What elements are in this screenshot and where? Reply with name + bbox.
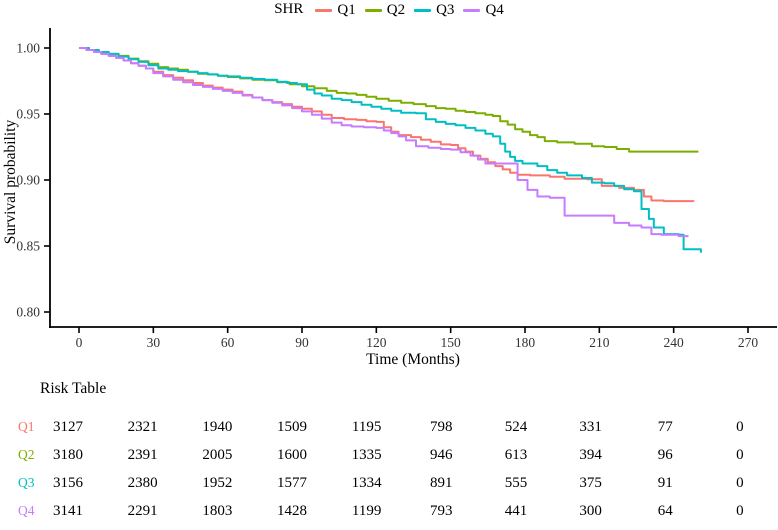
risk-count-cell: 1803 bbox=[202, 503, 233, 519]
risk-count-cell: 331 bbox=[579, 419, 602, 435]
risk-row-values: 3180 2391 2005 1600 1335 946 613 394 96 0 bbox=[40, 441, 768, 469]
chart-legend: SHR Q1 Q2 Q3 Q4 bbox=[0, 0, 778, 19]
axis-ticks: 1.00 0.95 0.90 0.85 0.80 0 30 60 90 120 150 180 210 2… bbox=[16, 41, 758, 351]
axes bbox=[49, 28, 777, 328]
legend-label: Q4 bbox=[485, 2, 504, 18]
legend-item-q3: Q3 bbox=[414, 2, 454, 19]
x-tick-label: 60 bbox=[221, 335, 235, 350]
risk-count-cell: 793 bbox=[430, 503, 453, 519]
legend-key-icon bbox=[315, 9, 333, 12]
risk-count-cell: 1335 bbox=[351, 447, 382, 463]
survival-curve-q1 bbox=[79, 47, 695, 203]
risk-count-cell: 2321 bbox=[127, 419, 158, 435]
y-tick-label: 1.00 bbox=[16, 41, 40, 56]
risk-count-cell: 64 bbox=[657, 503, 673, 519]
legend-label: Q1 bbox=[337, 2, 356, 18]
x-tick-label: 240 bbox=[664, 335, 685, 350]
risk-count-cell: 555 bbox=[504, 475, 528, 491]
risk-count-cell: 3156 bbox=[53, 475, 83, 491]
risk-count-cell: 0 bbox=[736, 447, 744, 463]
x-axis-title: Time (Months) bbox=[366, 351, 460, 368]
risk-count-cell: 3141 bbox=[53, 503, 83, 519]
risk-count-cell: 1428 bbox=[276, 503, 307, 519]
risk-count-cell: 0 bbox=[736, 475, 744, 491]
risk-count-cell: 1600 bbox=[276, 447, 307, 463]
risk-table-row-q3: Q3 3156 2380 1952 1577 1334 891 555 375 91 0 bbox=[0, 469, 778, 497]
risk-count-cell: 613 bbox=[504, 447, 528, 463]
survival-chart: 1.00 0.95 0.90 0.85 0.80 0 30 60 90 120 150 180 210 2… bbox=[2, 28, 777, 368]
risk-count-cell: 798 bbox=[430, 419, 453, 435]
risk-count-cell: 1952 bbox=[202, 475, 233, 491]
risk-count-cell: 394 bbox=[579, 447, 602, 463]
legend-key-icon bbox=[463, 9, 481, 12]
y-tick-label: 0.80 bbox=[16, 305, 40, 320]
risk-row-values: 3141 2291 1803 1428 1199 793 441 300 64 0 bbox=[40, 497, 768, 525]
risk-count-cell: 3127 bbox=[53, 419, 83, 435]
y-tick-label: 0.95 bbox=[16, 107, 40, 122]
risk-count-cell: 946 bbox=[430, 447, 453, 463]
risk-row-values: 3127 2321 1940 1509 1195 798 524 331 77 0 bbox=[40, 413, 768, 441]
risk-row-label: Q3 bbox=[18, 475, 35, 490]
y-tick-label: 0.85 bbox=[16, 239, 40, 254]
risk-table-row-q4: Q4 3141 2291 1803 1428 1199 793 441 300 64 0 bbox=[0, 497, 778, 525]
risk-table-title: Risk Table bbox=[40, 380, 107, 397]
survival-curve-q2 bbox=[79, 47, 699, 153]
risk-count-cell: 91 bbox=[657, 475, 673, 491]
risk-count-cell: 0 bbox=[736, 419, 744, 435]
y-axis-title: Survival probability bbox=[2, 120, 19, 245]
x-tick-label: 180 bbox=[515, 335, 536, 350]
risk-count-cell: 524 bbox=[504, 419, 528, 435]
risk-count-cell: 96 bbox=[657, 447, 673, 463]
risk-count-cell: 1509 bbox=[276, 419, 307, 435]
survival-curve-q3 bbox=[79, 47, 702, 253]
risk-row-label: Q1 bbox=[18, 419, 35, 434]
risk-table-row-q2: Q2 3180 2391 2005 1600 1335 946 613 394 96 0 bbox=[0, 441, 778, 469]
risk-count-cell: 441 bbox=[504, 503, 528, 519]
risk-count-cell: 1334 bbox=[351, 475, 382, 491]
legend-item-q1: Q1 bbox=[315, 2, 356, 19]
risk-count-cell: 1195 bbox=[351, 419, 382, 435]
legend-label: Q2 bbox=[386, 2, 406, 18]
x-tick-label: 30 bbox=[147, 335, 161, 350]
risk-row-values: 3156 2380 1952 1577 1334 891 555 375 91 0 bbox=[40, 469, 768, 497]
survival-curve-q4 bbox=[79, 47, 689, 238]
x-tick-label: 0 bbox=[76, 335, 83, 350]
risk-count-cell: 1940 bbox=[202, 419, 233, 435]
risk-count-cell: 300 bbox=[579, 503, 602, 519]
x-tick-label: 210 bbox=[589, 335, 610, 350]
legend-items: Q1 Q2 Q3 Q4 bbox=[306, 0, 504, 19]
risk-count-cell: 0 bbox=[736, 503, 744, 519]
legend-item-q2: Q2 bbox=[364, 2, 406, 19]
risk-count-cell: 1577 bbox=[276, 475, 307, 491]
x-tick-label: 150 bbox=[441, 335, 462, 350]
risk-count-cell: 891 bbox=[430, 475, 453, 491]
survival-curves bbox=[79, 47, 702, 253]
legend-key-icon bbox=[414, 9, 432, 12]
x-tick-label: 90 bbox=[295, 335, 309, 350]
risk-count-cell: 2380 bbox=[127, 475, 158, 491]
risk-count-cell: 375 bbox=[579, 475, 602, 491]
x-tick-label: 120 bbox=[366, 335, 387, 350]
risk-count-cell: 77 bbox=[657, 419, 673, 435]
risk-table: Q1 3127 2321 1940 1509 1195 798 524 331 77 0 Q2 3180… bbox=[0, 413, 778, 525]
x-tick-label: 270 bbox=[738, 335, 759, 350]
risk-count-cell: 2005 bbox=[202, 447, 233, 463]
risk-row-label: Q2 bbox=[18, 447, 35, 462]
legend-item-q4: Q4 bbox=[463, 2, 504, 19]
risk-count-cell: 3180 bbox=[53, 447, 83, 463]
legend-key-icon bbox=[364, 9, 382, 12]
risk-table-row-q1: Q1 3127 2321 1940 1509 1195 798 524 331 77 0 bbox=[0, 413, 778, 441]
y-tick-label: 0.90 bbox=[16, 173, 40, 188]
risk-count-cell: 2291 bbox=[127, 503, 158, 519]
risk-row-label: Q4 bbox=[18, 503, 35, 518]
risk-count-cell: 1199 bbox=[351, 503, 382, 519]
legend-label: Q3 bbox=[436, 2, 455, 18]
risk-count-cell: 2391 bbox=[127, 447, 158, 463]
legend-title: SHR bbox=[274, 1, 304, 17]
